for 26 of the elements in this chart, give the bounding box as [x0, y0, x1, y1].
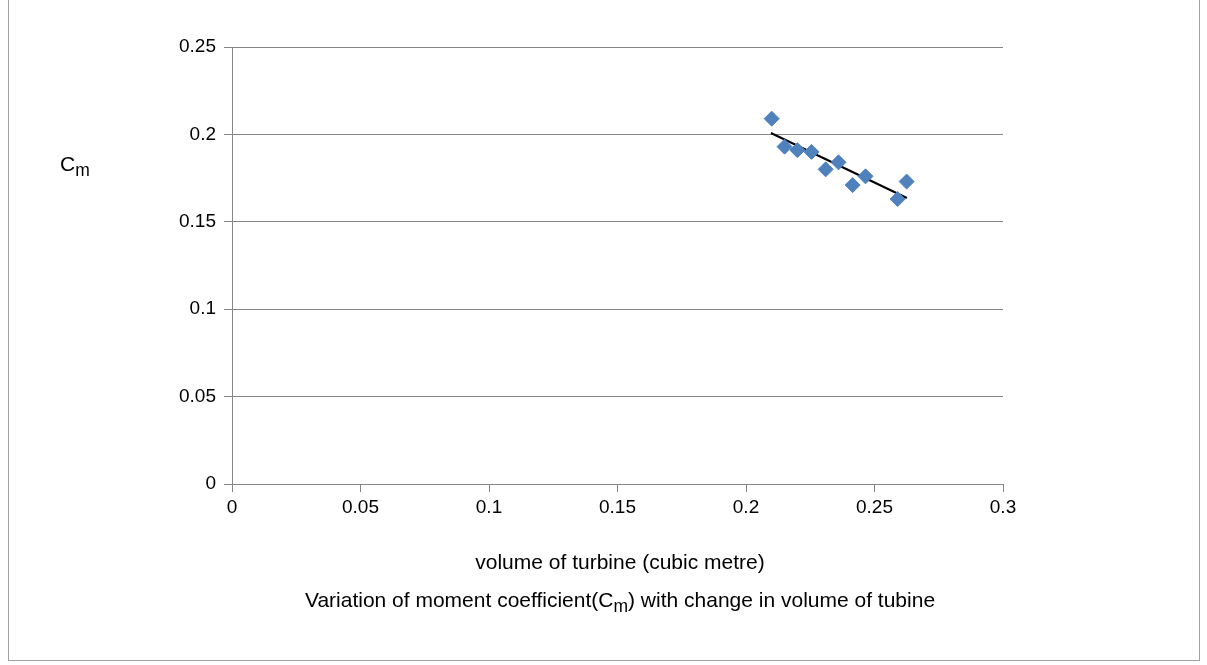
y-tick-label: 0.15	[179, 210, 216, 232]
y-axis-title: C$_{m}$	[60, 152, 90, 182]
point	[803, 143, 820, 160]
point	[857, 168, 874, 185]
point	[776, 138, 793, 155]
x-tick-label: 0.2	[732, 495, 760, 517]
text: Variation of moment coefficient(C$_{m}$) with change in volume of tubine	[303, 588, 937, 618]
point	[763, 110, 780, 127]
point	[817, 161, 834, 178]
point	[789, 142, 806, 159]
y-tick-label: 0.2	[189, 122, 216, 144]
x-tick-label: 0.15	[599, 495, 636, 517]
y-tick-label: 0.1	[189, 297, 216, 319]
x-tick-label: 0.3	[989, 495, 1017, 517]
x-tick-label: 0.1	[475, 495, 503, 517]
x-tick-label: 0	[226, 495, 238, 517]
x-tick-label: 0.25	[856, 495, 893, 517]
y-tick-label: 0	[205, 472, 216, 494]
y-tick-label: 0.05	[179, 384, 216, 406]
point	[830, 154, 847, 171]
point	[889, 191, 906, 208]
y-tick-label: 0.25	[179, 35, 216, 57]
x-axis-title: volume of turbine (cubic metre)	[474, 550, 766, 574]
x-tick-label: 0.05	[342, 495, 379, 517]
point	[898, 173, 915, 190]
point	[844, 177, 861, 194]
